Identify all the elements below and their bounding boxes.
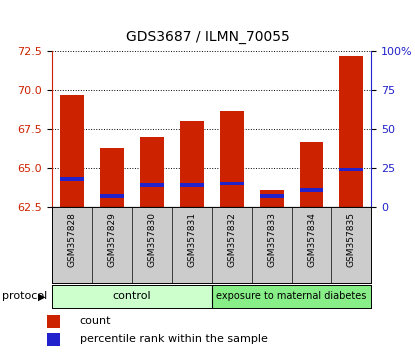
Text: GSM357831: GSM357831 [187, 212, 196, 267]
Bar [47, 315, 60, 328]
Bar [52, 285, 212, 308]
Bar [339, 56, 364, 207]
Text: GSM357829: GSM357829 [107, 212, 116, 267]
Bar [300, 188, 324, 192]
Bar [220, 110, 244, 207]
Text: GSM357832: GSM357832 [227, 212, 236, 267]
Bar [300, 142, 324, 207]
Text: count: count [80, 316, 111, 326]
Bar [260, 190, 283, 207]
Text: percentile rank within the sample: percentile rank within the sample [80, 335, 268, 344]
Bar [212, 285, 371, 308]
Bar [140, 183, 164, 187]
Text: GSM357830: GSM357830 [147, 212, 156, 267]
Bar [100, 194, 124, 198]
Bar [339, 168, 364, 171]
Text: protocol: protocol [2, 291, 47, 302]
Bar [100, 148, 124, 207]
Text: GSM357828: GSM357828 [67, 212, 76, 267]
Bar [180, 121, 204, 207]
Bar [260, 194, 283, 198]
Bar [140, 137, 164, 207]
Bar [180, 183, 204, 187]
Text: GSM357833: GSM357833 [267, 212, 276, 267]
Text: GDS3687 / ILMN_70055: GDS3687 / ILMN_70055 [126, 30, 289, 44]
Text: ▶: ▶ [38, 291, 46, 302]
Text: GSM357834: GSM357834 [307, 212, 316, 267]
Bar [220, 182, 244, 185]
Text: exposure to maternal diabetes: exposure to maternal diabetes [216, 291, 367, 302]
Bar [47, 333, 60, 346]
Text: GSM357835: GSM357835 [347, 212, 356, 267]
Bar [60, 95, 84, 207]
Text: control: control [112, 291, 151, 302]
Bar [60, 177, 84, 181]
